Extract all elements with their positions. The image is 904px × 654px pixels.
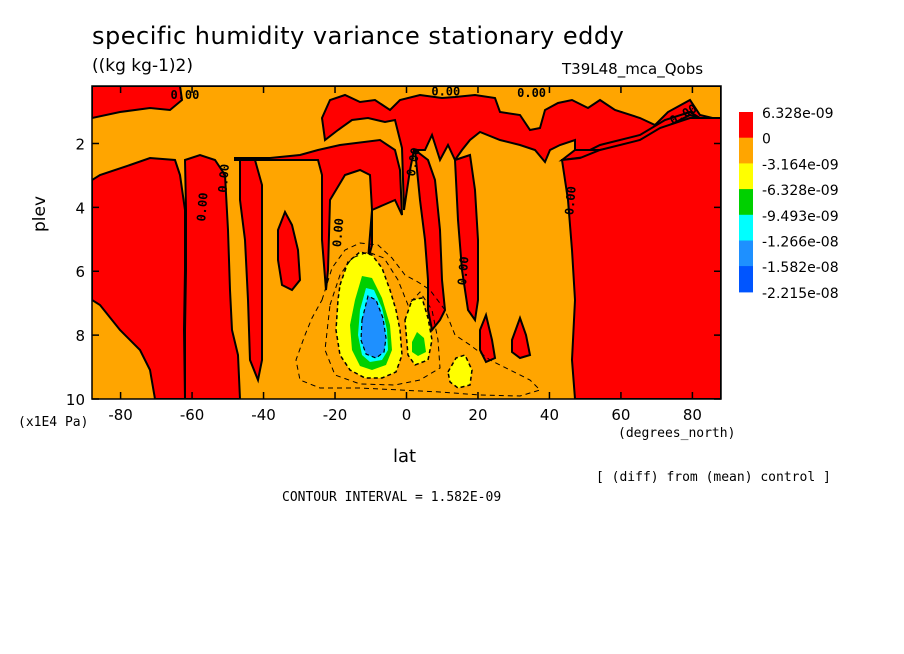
fill-red-west2 bbox=[183, 153, 242, 399]
contour-label: 0.00 bbox=[455, 256, 471, 286]
chart-title: specific humidity variance stationary ed… bbox=[92, 22, 625, 50]
fill-red-col4 bbox=[453, 153, 479, 323]
y-tick-label: 8 bbox=[75, 327, 85, 345]
y-axis-ticks: 2 4 6 8 10 bbox=[66, 135, 721, 409]
fill-red-spike3 bbox=[511, 315, 532, 360]
legend-swatch bbox=[739, 189, 753, 216]
fill-red-col3 bbox=[413, 147, 447, 333]
x-tick-label: 60 bbox=[611, 406, 630, 424]
y-axis-units: (x1E4 Pa) bbox=[18, 415, 89, 430]
legend-label: -1.582e-08 bbox=[762, 260, 839, 276]
x-tick-label: -60 bbox=[180, 406, 205, 424]
contour-label: 0.00 bbox=[404, 147, 423, 178]
legend-label: -9.493e-09 bbox=[762, 209, 839, 225]
x-tick-label: -80 bbox=[108, 406, 133, 424]
contour-interval: CONTOUR INTERVAL = 1.582E-09 bbox=[282, 490, 502, 505]
fill-red-mid-col1 bbox=[239, 159, 263, 384]
contour-neg-outer bbox=[295, 242, 541, 397]
fill-red-far-east bbox=[560, 117, 721, 399]
fill-red-nwcol bbox=[234, 138, 403, 291]
fill-red-spike1 bbox=[277, 209, 302, 292]
x-tick-label: 40 bbox=[540, 406, 559, 424]
color-legend: 6.328e-09 0 -3.164e-09 -6.328e-09 -9.493e-09… bbox=[739, 106, 839, 302]
legend-label: -6.328e-09 bbox=[762, 183, 839, 199]
legend-label: -1.266e-08 bbox=[762, 235, 839, 251]
chart-units: ((kg kg-1)2) bbox=[92, 56, 193, 76]
contour-label: 0.00 bbox=[562, 186, 578, 216]
legend-swatch bbox=[739, 214, 753, 241]
x-tick-label: 80 bbox=[683, 406, 702, 424]
fill-blue bbox=[360, 295, 387, 359]
x-tick-label: -40 bbox=[251, 406, 276, 424]
fill-red-spike2 bbox=[479, 311, 497, 364]
contour-label: 0.00 bbox=[194, 192, 210, 222]
experiment-label: T39L48_mca_Qobs bbox=[562, 60, 704, 78]
x-axis-label: lat bbox=[393, 446, 417, 467]
x-axis-units: (degrees_north) bbox=[618, 426, 736, 441]
legend-swatch-last bbox=[739, 266, 753, 292]
contour-label: 0.00 bbox=[216, 163, 232, 193]
y-tick-label: 6 bbox=[75, 263, 85, 281]
diff-note: [ (diff) from (mean) control ] bbox=[596, 470, 831, 485]
contour-neg-2 bbox=[324, 251, 441, 386]
contour-label: 0.00 bbox=[330, 218, 346, 248]
legend-label: -3.164e-09 bbox=[762, 157, 839, 173]
legend-label: -2.215e-08 bbox=[762, 286, 839, 302]
legend-swatch bbox=[739, 137, 753, 164]
x-axis-ticks: -80 -60 -40 -20 0 20 40 60 80 bbox=[108, 86, 702, 424]
legend-swatch bbox=[739, 163, 753, 190]
contour-label: 0.00 bbox=[170, 88, 199, 102]
x-tick-label: -20 bbox=[323, 406, 348, 424]
fill-red-west bbox=[92, 86, 184, 120]
legend-label: 0 bbox=[762, 132, 771, 148]
x-tick-label: 0 bbox=[402, 406, 412, 424]
legend-label: 6.328e-09 bbox=[762, 106, 834, 122]
fill-yellow-small bbox=[447, 354, 473, 389]
fill-green-east bbox=[412, 332, 426, 356]
y-tick-label: 2 bbox=[75, 135, 85, 153]
legend-swatch bbox=[739, 112, 753, 139]
x-tick-label: 20 bbox=[468, 406, 487, 424]
legend-swatch bbox=[739, 240, 753, 267]
contour-label: 0.00 bbox=[517, 86, 546, 100]
y-tick-label: 10 bbox=[66, 391, 85, 409]
contour-fills bbox=[92, 86, 721, 399]
y-tick-label: 4 bbox=[75, 199, 85, 217]
contour-label: 0.00 bbox=[431, 85, 460, 99]
